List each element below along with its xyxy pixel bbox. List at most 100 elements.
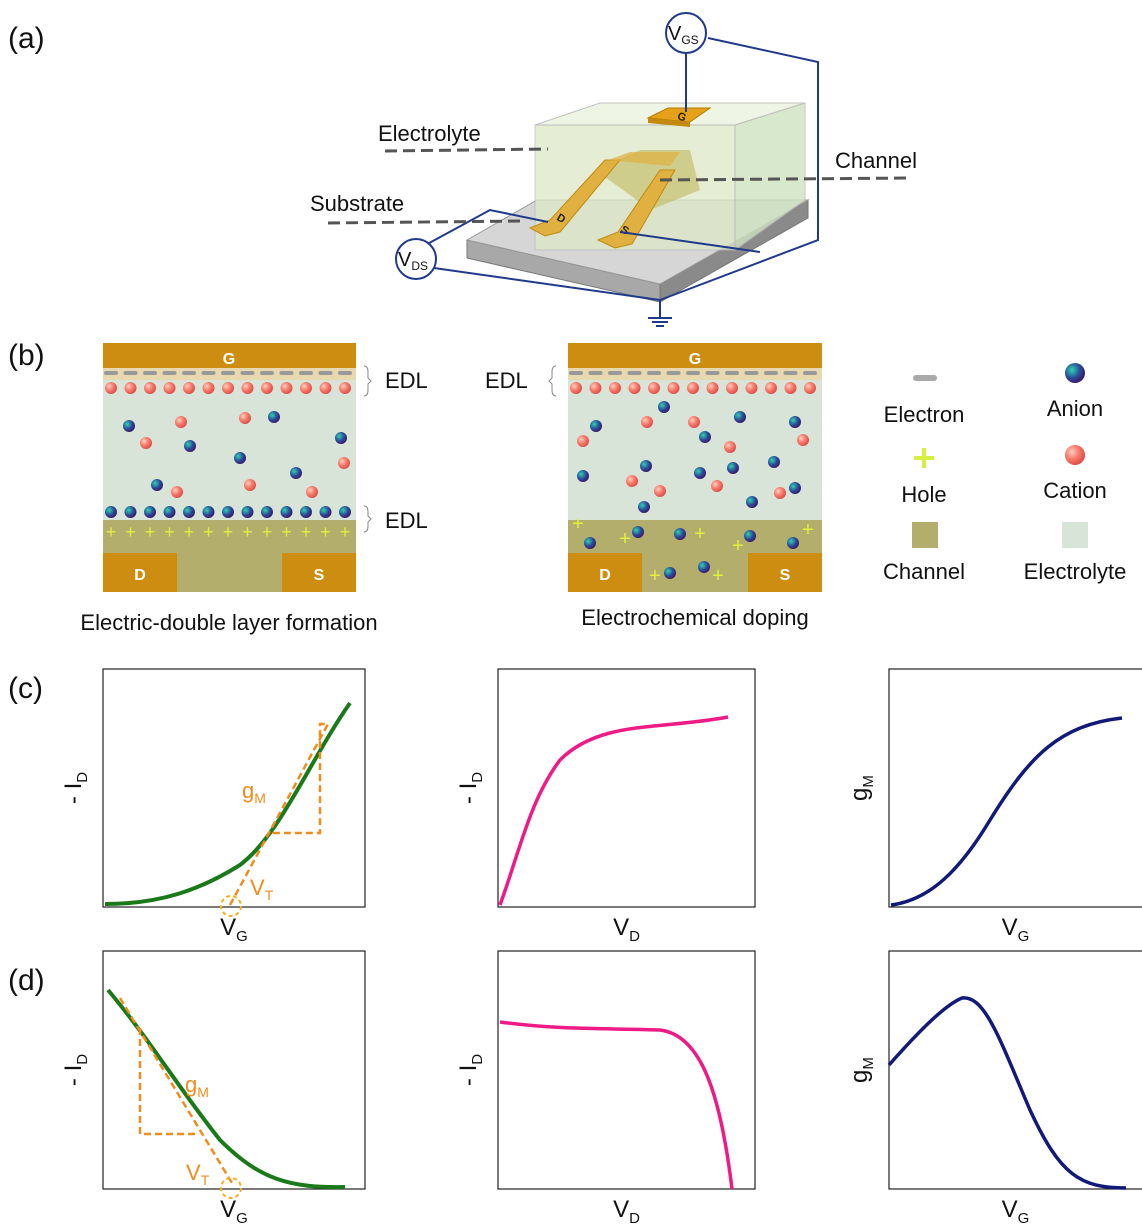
anion (640, 460, 652, 472)
cation (306, 486, 318, 498)
subscript: M (860, 1057, 877, 1070)
cation (577, 435, 589, 447)
legend-label: Hole (901, 482, 946, 507)
hole: + (802, 519, 814, 541)
electron (279, 371, 294, 375)
subscript: M (254, 790, 266, 806)
axis-label: gM (846, 775, 877, 801)
anion (744, 530, 756, 542)
anion (789, 416, 801, 428)
axis-label: VD (613, 914, 640, 945)
symbol: V (250, 875, 265, 900)
annotation: VT (250, 875, 274, 903)
anion (584, 537, 596, 549)
electron (201, 371, 216, 375)
cation (648, 382, 660, 394)
anion (590, 420, 602, 432)
hole: + (106, 522, 117, 542)
cation (222, 382, 234, 394)
cation (171, 486, 183, 498)
tangent (118, 997, 234, 1184)
anion (280, 506, 293, 518)
substrate-label: Substrate (310, 191, 404, 216)
cation (239, 412, 251, 424)
edl-label: EDL (485, 368, 528, 393)
anion (746, 496, 758, 508)
cation (654, 485, 666, 497)
gate-label: G (223, 351, 235, 368)
cation (202, 382, 215, 394)
symbol: g (846, 1070, 873, 1083)
subscript: DS (411, 259, 428, 273)
edl-label: EDL (385, 508, 428, 533)
electron (318, 371, 333, 375)
hole: + (223, 522, 234, 542)
gate-label: G (676, 110, 688, 124)
electron (764, 371, 778, 375)
legend-label: Electrolyte (1024, 559, 1127, 584)
cation (241, 382, 254, 394)
symbol: V (613, 914, 629, 941)
symbol: V (186, 1160, 201, 1185)
anion (734, 411, 746, 423)
anion (290, 467, 302, 479)
anion (339, 506, 351, 518)
plot-frame (102, 668, 366, 908)
anion (234, 452, 246, 464)
cation (280, 382, 293, 394)
plot-frame (102, 950, 366, 1190)
symbol: V (613, 1196, 629, 1223)
subscript: M (860, 775, 877, 788)
curve (104, 701, 352, 906)
anion (300, 506, 312, 518)
panel-label: (b) (8, 339, 45, 372)
anion (694, 467, 706, 479)
symbol: g (846, 788, 873, 801)
electron (627, 371, 642, 375)
curve (498, 715, 729, 906)
hole: + (164, 522, 175, 542)
panel-label: (c) (8, 672, 43, 705)
doping-schematic: + + + + + + + (548, 343, 822, 592)
subscript: G (236, 928, 248, 945)
anion (698, 561, 710, 573)
electron (338, 371, 352, 375)
hole: + (184, 522, 195, 542)
anion (658, 401, 670, 413)
hole: + (320, 522, 331, 542)
symbol: g (185, 1072, 197, 1097)
electron (783, 371, 798, 375)
subscript: D (74, 1054, 91, 1065)
anion (183, 506, 195, 518)
cation (628, 382, 641, 394)
symbol: - I (60, 783, 87, 804)
anion (787, 537, 799, 549)
cation (711, 480, 723, 492)
electron (608, 371, 622, 375)
anion (222, 506, 234, 518)
cation (626, 475, 638, 487)
anion (632, 526, 644, 538)
cation (797, 434, 809, 446)
cation (300, 382, 312, 394)
cation (183, 382, 195, 394)
electron (221, 371, 235, 375)
anion (105, 506, 117, 518)
anion (638, 501, 650, 513)
drain-label: D (599, 567, 611, 584)
legend-label: Electron (884, 402, 965, 427)
panel-label: (d) (8, 964, 45, 997)
anion (335, 432, 347, 444)
hole: + (203, 522, 214, 542)
annotation: gM (185, 1072, 209, 1100)
subscript: G (236, 1210, 248, 1227)
anion (261, 506, 273, 518)
electron (686, 371, 700, 375)
electron (240, 371, 255, 375)
subscript: GS (681, 33, 698, 47)
symbol: V (220, 914, 236, 941)
axis-label: - ID (60, 1054, 91, 1086)
symbol: g (242, 778, 254, 803)
axis-label: - ID (60, 772, 91, 804)
axis-label: - ID (455, 1054, 486, 1086)
